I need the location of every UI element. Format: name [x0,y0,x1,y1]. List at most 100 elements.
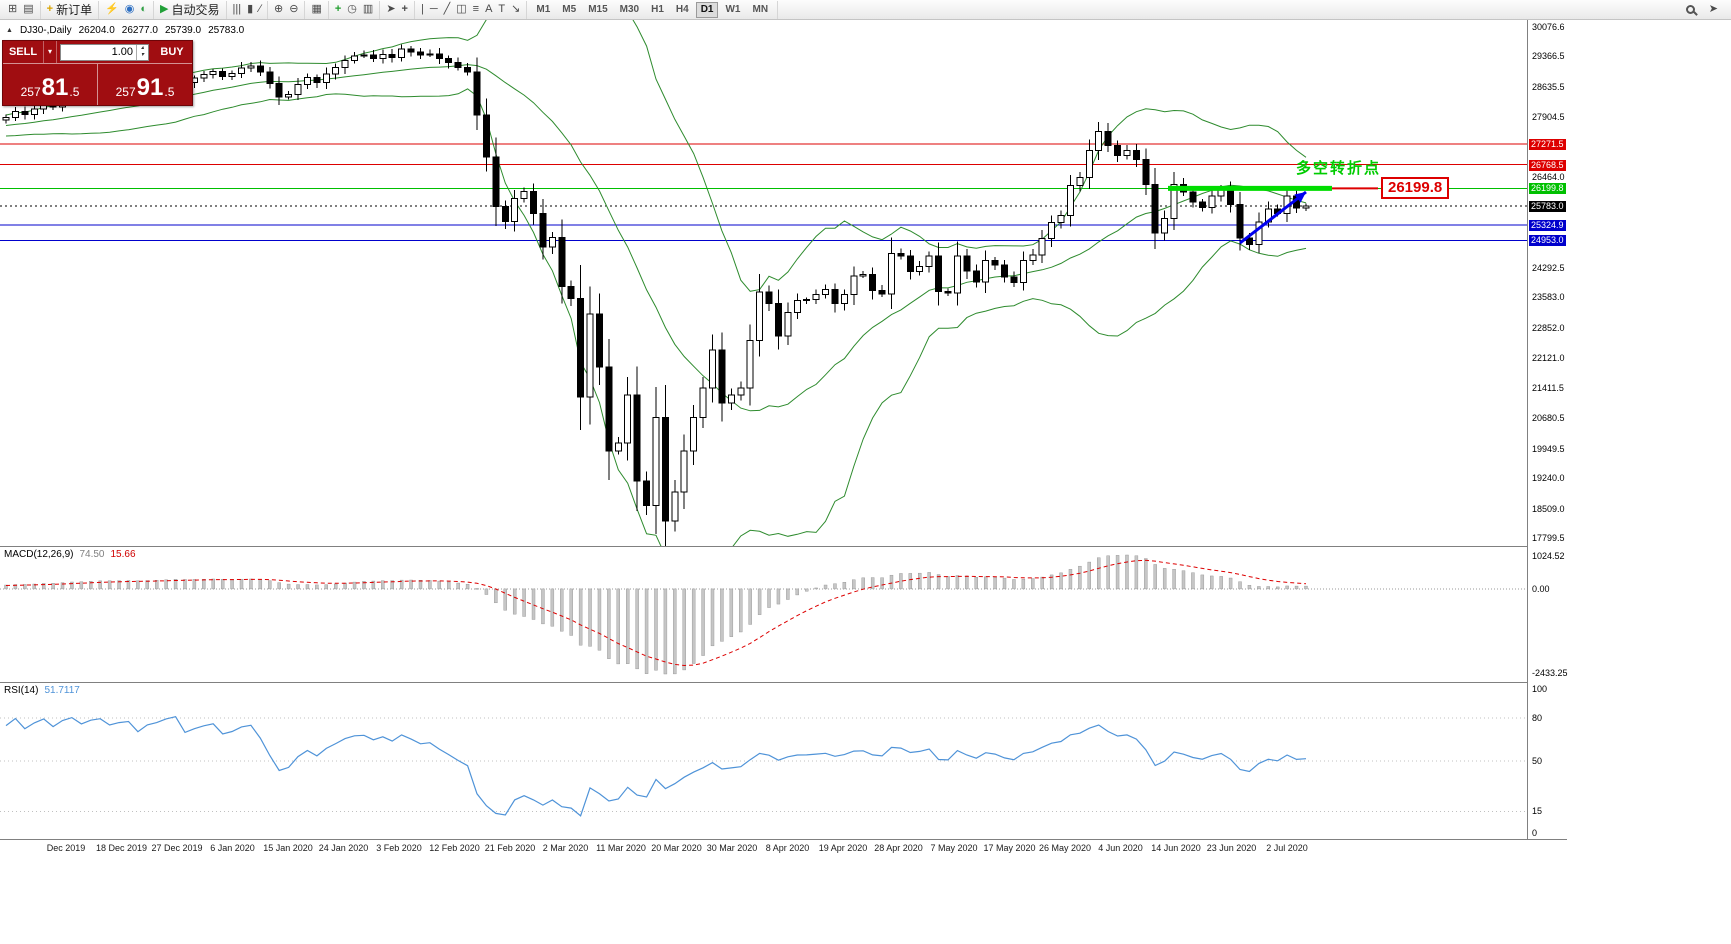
sell-price-big: 81 [41,74,69,101]
panel-divider[interactable] [0,682,1567,683]
timeframe-m15-button[interactable]: M15 [588,3,608,15]
trend-line-icon: ╱ [443,3,451,15]
text-label-icon: T [498,3,506,15]
price-tag-annotation[interactable]: 26199.8 [1381,177,1450,199]
global-variables-button[interactable]: ◐ [137,2,150,18]
price-axis-label: 21411.5 [1532,382,1564,393]
pointer-button[interactable]: ➤ [1706,2,1721,18]
bollinger-middle-band [5,64,1307,412]
new-order-label: 新订单 [56,3,93,17]
time-label: 19 Apr 2020 [818,843,868,853]
time-label: 4 Jun 2020 [1098,843,1143,853]
price-line-tag-25324.9[interactable]: 25324.9 [1529,219,1566,231]
vertical-line-button[interactable]: | [418,2,427,18]
price-axis-label: 19240.0 [1532,473,1565,484]
crosshair-button[interactable]: + [399,2,411,18]
zoom-in-button[interactable]: ⊕ [271,2,286,18]
sell-price-button[interactable]: 257 81.5 [3,64,97,105]
timeframe-m5-button[interactable]: M5 [562,3,577,15]
order-type-dropdown[interactable]: ▾ [43,41,57,63]
text-label-button[interactable]: T [495,2,508,18]
spin-down-icon[interactable]: ▾ [140,52,144,58]
rsi-axis-label: 0 [1532,828,1538,838]
horizontal-line-icon: ─ [429,3,438,15]
timeframe-d1-button[interactable]: D1 [695,1,719,18]
time-label: 14 Jun 2020 [1151,843,1201,853]
time-label: 2 Mar 2020 [542,843,589,853]
time-axis[interactable]: Dec 2019 18 Dec 2019 27 Dec 2019 6 Jan 2020… [0,840,1567,860]
equidistant-channel-button[interactable]: ◫ [453,2,469,18]
spin-up-icon[interactable]: ▴ [140,45,144,51]
timeframe-h1-button[interactable]: H1 [651,3,664,15]
autotrading-button[interactable]: ▶ 自动交易 [157,2,222,18]
price-separator [97,64,98,105]
timeframe-m1-button[interactable]: M1 [536,3,551,15]
horizontal-line-button[interactable]: ─ [427,2,441,18]
vertical-line-icon: | [420,3,424,15]
cursor-icon: ➤ [386,3,396,15]
timeframe-w1-button[interactable]: W1 [725,3,741,15]
price-axis-label: 27904.5 [1532,112,1565,123]
line-chart-button[interactable]: ∕ [256,2,264,18]
ohlc-close: 25783.0 [208,25,245,36]
trend-arrow[interactable] [1239,190,1307,245]
indicators-add-button[interactable]: + [332,2,344,18]
arrows-button[interactable]: ↘ [508,2,523,18]
timeframe-mn-button[interactable]: MN [752,3,769,15]
timeframe-h4-button[interactable]: H4 [675,3,689,15]
volume-spinner[interactable]: ▴ ▾ [136,44,148,60]
candles-chart-button[interactable]: ▮ [244,2,256,18]
tile-windows-button[interactable]: ▦ [308,2,324,18]
rsi-axis-label: 80 [1532,712,1543,723]
macd-header: MACD(12,26,9) 74.50 15.66 [4,549,136,560]
zoom-out-button[interactable]: ⊖ [286,2,301,18]
text-button[interactable]: A [482,2,495,18]
panel-divider[interactable] [0,546,1567,547]
rsi-header: RSI(14) 51.7117 [4,685,80,696]
turning-point-annotation[interactable]: 多空转折点 [1296,160,1382,177]
fibonacci-button[interactable]: ≡ [470,2,482,18]
rsi-axis-label: 15 [1532,806,1543,817]
new-order-button[interactable]: + 新订单 [44,2,95,18]
quotes-flash-button[interactable]: ⚡ [102,2,122,18]
periods-button[interactable]: ◷ [344,2,360,18]
price-chart[interactable] [0,20,1527,546]
bars-chart-button[interactable]: ||| [230,2,245,18]
crosshair-icon: + [401,3,408,15]
trend-line-button[interactable]: ╱ [441,2,454,18]
price-axis-label: 30076.6 [1532,21,1565,32]
macd-axis-label: -2433.25 [1532,668,1568,678]
indicators-add-icon: + [334,3,342,15]
rsi-indicator-chart[interactable] [0,683,1527,839]
volume-field[interactable]: 1.00 ▴ ▾ [60,43,149,61]
price-line-tag-25783.0[interactable]: 25783.0 [1529,200,1566,212]
symbol-title: DJ30-,Daily [19,25,72,36]
price-line-tag-26768.5[interactable]: 26768.5 [1529,159,1566,171]
new-chart-button[interactable]: ⊞ [5,2,20,18]
history-center-button[interactable]: ◉ [122,2,138,18]
buy-price-button[interactable]: 257 91.5 [98,64,192,105]
timeframe-m30-button[interactable]: M30 [619,3,640,15]
sell-button[interactable]: SELL [8,46,38,58]
rsi-value: 51.7117 [44,685,80,696]
macd-main-value: 74.50 [79,549,105,560]
price-axis[interactable]: 30076.6 29366.5 28635.5 27904.5 26464.0 24292… [1527,20,1569,839]
buy-button[interactable]: BUY [160,46,184,58]
price-line-tag-26199.8[interactable]: 26199.8 [1529,183,1566,195]
price-line-tag-24953.0[interactable]: 24953.0 [1529,235,1566,247]
rsi-axis-label: 50 [1532,756,1543,766]
time-label: 8 Apr 2020 [765,843,810,853]
macd-indicator-chart[interactable] [0,547,1527,682]
profiles-button[interactable]: ▤ [20,2,36,18]
macd-axis-label: 1024.52 [1532,551,1565,561]
price-axis-label: 19949.5 [1532,443,1565,454]
search-button[interactable] [1683,2,1698,18]
fibonacci-icon: ≡ [472,3,480,15]
price-line-tag-27271.5[interactable]: 27271.5 [1529,138,1566,150]
equidistant-channel-icon: ◫ [456,3,467,15]
cursor-button[interactable]: ➤ [383,2,398,18]
time-label: 28 Apr 2020 [874,843,923,853]
panel-divider[interactable] [0,839,1567,840]
ohlc-low: 25739.0 [164,25,202,36]
templates-button[interactable]: ▥ [360,2,376,18]
